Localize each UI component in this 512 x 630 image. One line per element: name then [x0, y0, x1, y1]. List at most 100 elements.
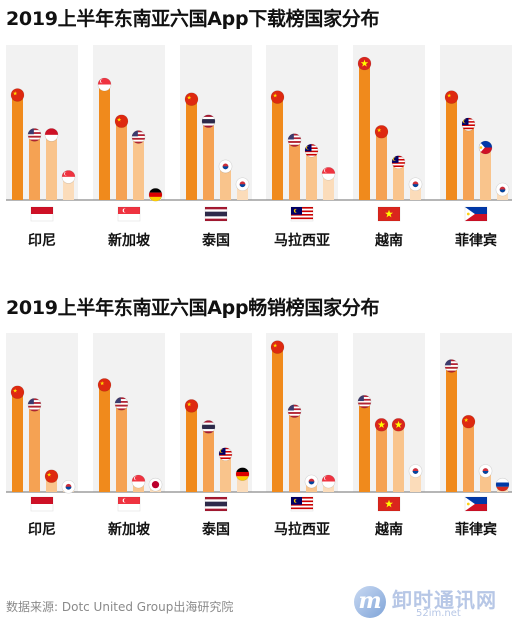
- bar: [408, 464, 423, 492]
- watermark-name: 卸时通讯网: [392, 588, 497, 612]
- bar: [270, 340, 285, 492]
- bar: [444, 90, 459, 200]
- bar: [131, 474, 146, 492]
- flag-icon-sg: [322, 475, 335, 488]
- data-source: 数据来源: Dotc United Group出海研究院: [6, 600, 234, 614]
- country-flag-vn-icon: [377, 496, 401, 512]
- bar: [321, 474, 336, 492]
- flag-icon-kr: [305, 475, 318, 488]
- bar: [357, 394, 372, 492]
- flag-icon-us: [28, 128, 41, 142]
- country-flag-sg-icon: [117, 206, 141, 222]
- flag-icon-vn: [375, 418, 388, 432]
- watermark-url: 52im.net: [416, 608, 461, 619]
- bar: [27, 398, 42, 492]
- flag-icon-ru: [496, 478, 509, 492]
- country-label: 越南: [374, 521, 403, 538]
- flag-icon-sg: [98, 78, 111, 91]
- flag-icon-id: [45, 128, 58, 142]
- bar: [357, 56, 372, 200]
- bar: [408, 177, 423, 200]
- bar: [235, 177, 250, 200]
- bar: [478, 140, 493, 200]
- bar: [287, 404, 302, 492]
- bar: [235, 467, 250, 492]
- bar: [218, 447, 233, 492]
- flag-icon-kr: [236, 177, 249, 191]
- bar: [321, 166, 336, 200]
- bar: [148, 477, 163, 492]
- country-flag-th-icon: [204, 496, 228, 512]
- flag-icon-th: [202, 420, 215, 434]
- flag-icon-kr: [479, 464, 492, 478]
- flag-icon-us: [28, 398, 41, 412]
- flag-icon-cn: [375, 125, 388, 139]
- flag-icon-us: [132, 130, 145, 144]
- country-flag-th-icon: [204, 206, 228, 222]
- flag-icon-cn: [11, 385, 24, 399]
- flag-icon-cn: [271, 340, 284, 354]
- bar: [478, 464, 493, 492]
- flag-icon-my: [219, 447, 232, 461]
- flag-icon-my: [462, 117, 475, 131]
- bar: [461, 414, 476, 492]
- country-label: 泰国: [201, 521, 230, 538]
- country-label: 菲律宾: [455, 232, 497, 249]
- flag-icon-jp: [149, 478, 162, 492]
- country-label: 印尼: [28, 521, 56, 538]
- flag-icon-kr: [62, 480, 75, 494]
- bar: [97, 77, 112, 200]
- country-flag-ph-icon: [464, 496, 488, 512]
- flag-icon-th: [202, 114, 215, 128]
- country-label: 新加坡: [108, 521, 151, 538]
- bar: [27, 128, 42, 200]
- country-flag-ph-icon: [464, 206, 488, 222]
- country-flag-id-icon: [30, 496, 54, 512]
- flag-icon-cn: [115, 114, 128, 128]
- bar: [391, 155, 406, 200]
- flag-icon-de: [236, 467, 249, 481]
- bar: [97, 378, 112, 492]
- flag-icon-vn: [358, 57, 371, 70]
- watermark-logo-icon: m: [354, 586, 386, 618]
- flag-icon-my: [392, 155, 405, 169]
- bar: [148, 187, 163, 202]
- country-label: 新加坡: [108, 232, 151, 249]
- flag-icon-kr: [409, 177, 422, 191]
- flag-icon-kr: [409, 464, 422, 478]
- flag-icon-cn: [98, 378, 111, 392]
- country-flag-id-icon: [30, 206, 54, 222]
- flag-icon-kr: [496, 183, 509, 196]
- flag-icon-cn: [11, 88, 24, 102]
- flag-icon-cn: [185, 399, 198, 413]
- flag-icon-cn: [445, 90, 458, 104]
- bar: [374, 124, 389, 200]
- bar: [184, 399, 199, 492]
- country-flag-sg-icon: [117, 496, 141, 512]
- country-label: 印尼: [28, 232, 56, 249]
- flag-icon-sg: [132, 475, 145, 488]
- bar: [201, 114, 216, 200]
- flag-icon-cn: [462, 415, 475, 429]
- bar: [444, 359, 459, 492]
- bar: [114, 396, 129, 492]
- flag-icon-sg: [322, 167, 335, 181]
- flag-icon-sg: [62, 170, 75, 184]
- country-label: 马拉西亚: [274, 232, 330, 249]
- flag-icon-my: [305, 144, 318, 158]
- bar: [218, 159, 233, 200]
- flag-icon-kr: [219, 159, 232, 173]
- country-label: 马拉西亚: [274, 521, 330, 538]
- bar: [391, 417, 406, 492]
- country-label: 菲律宾: [455, 521, 497, 538]
- bar: [10, 88, 25, 200]
- flag-icon-vn: [392, 418, 405, 432]
- country-label: 越南: [374, 232, 403, 249]
- flag-icon-us: [288, 404, 301, 418]
- bar: [10, 385, 25, 492]
- flag-icon-us: [288, 133, 301, 147]
- grossing-chart-title: 2019上半年东南亚六国App畅销榜国家分布: [6, 297, 380, 319]
- bar: [374, 417, 389, 492]
